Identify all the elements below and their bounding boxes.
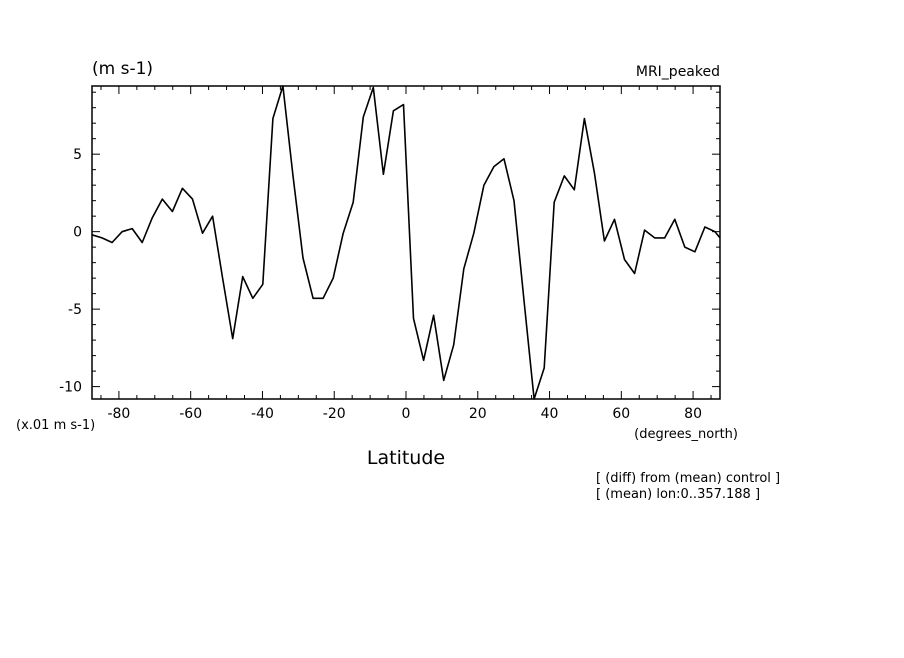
chart-title: MRI_peaked xyxy=(636,64,720,80)
unit-label: (m s-1) xyxy=(92,59,153,79)
y-axis-ticks: -10 -5 0 5 xyxy=(59,91,720,396)
x-axis-ticks: -80 -60 -40 -20 0 20 40 60 80 xyxy=(100,86,712,422)
note-mean: [ (mean) lon:0..357.188 ] xyxy=(596,487,760,502)
x-tick-label: -40 xyxy=(251,406,274,422)
x-tick-label: 80 xyxy=(684,406,702,422)
x-tick-label: -60 xyxy=(179,406,202,422)
y-tick-label: -5 xyxy=(68,302,82,318)
x-tick-label: -20 xyxy=(323,406,346,422)
x-tick-label: -80 xyxy=(107,406,130,422)
x-tick-label: 20 xyxy=(469,406,487,422)
y-tick-label: 5 xyxy=(73,147,82,163)
x-axis-label: Latitude xyxy=(367,447,445,469)
note-diff: [ (diff) from (mean) control ] xyxy=(596,471,780,486)
scale-note: (x.01 m s-1) xyxy=(16,418,95,433)
x-units-label: (degrees_north) xyxy=(634,427,738,442)
y-tick-label: -10 xyxy=(59,380,82,396)
y-tick-label: 0 xyxy=(73,225,82,241)
x-tick-label: 0 xyxy=(402,406,411,422)
plot-frame xyxy=(91,85,721,400)
series-line xyxy=(91,85,721,400)
x-tick-label: 60 xyxy=(612,406,630,422)
x-tick-label: 40 xyxy=(541,406,559,422)
